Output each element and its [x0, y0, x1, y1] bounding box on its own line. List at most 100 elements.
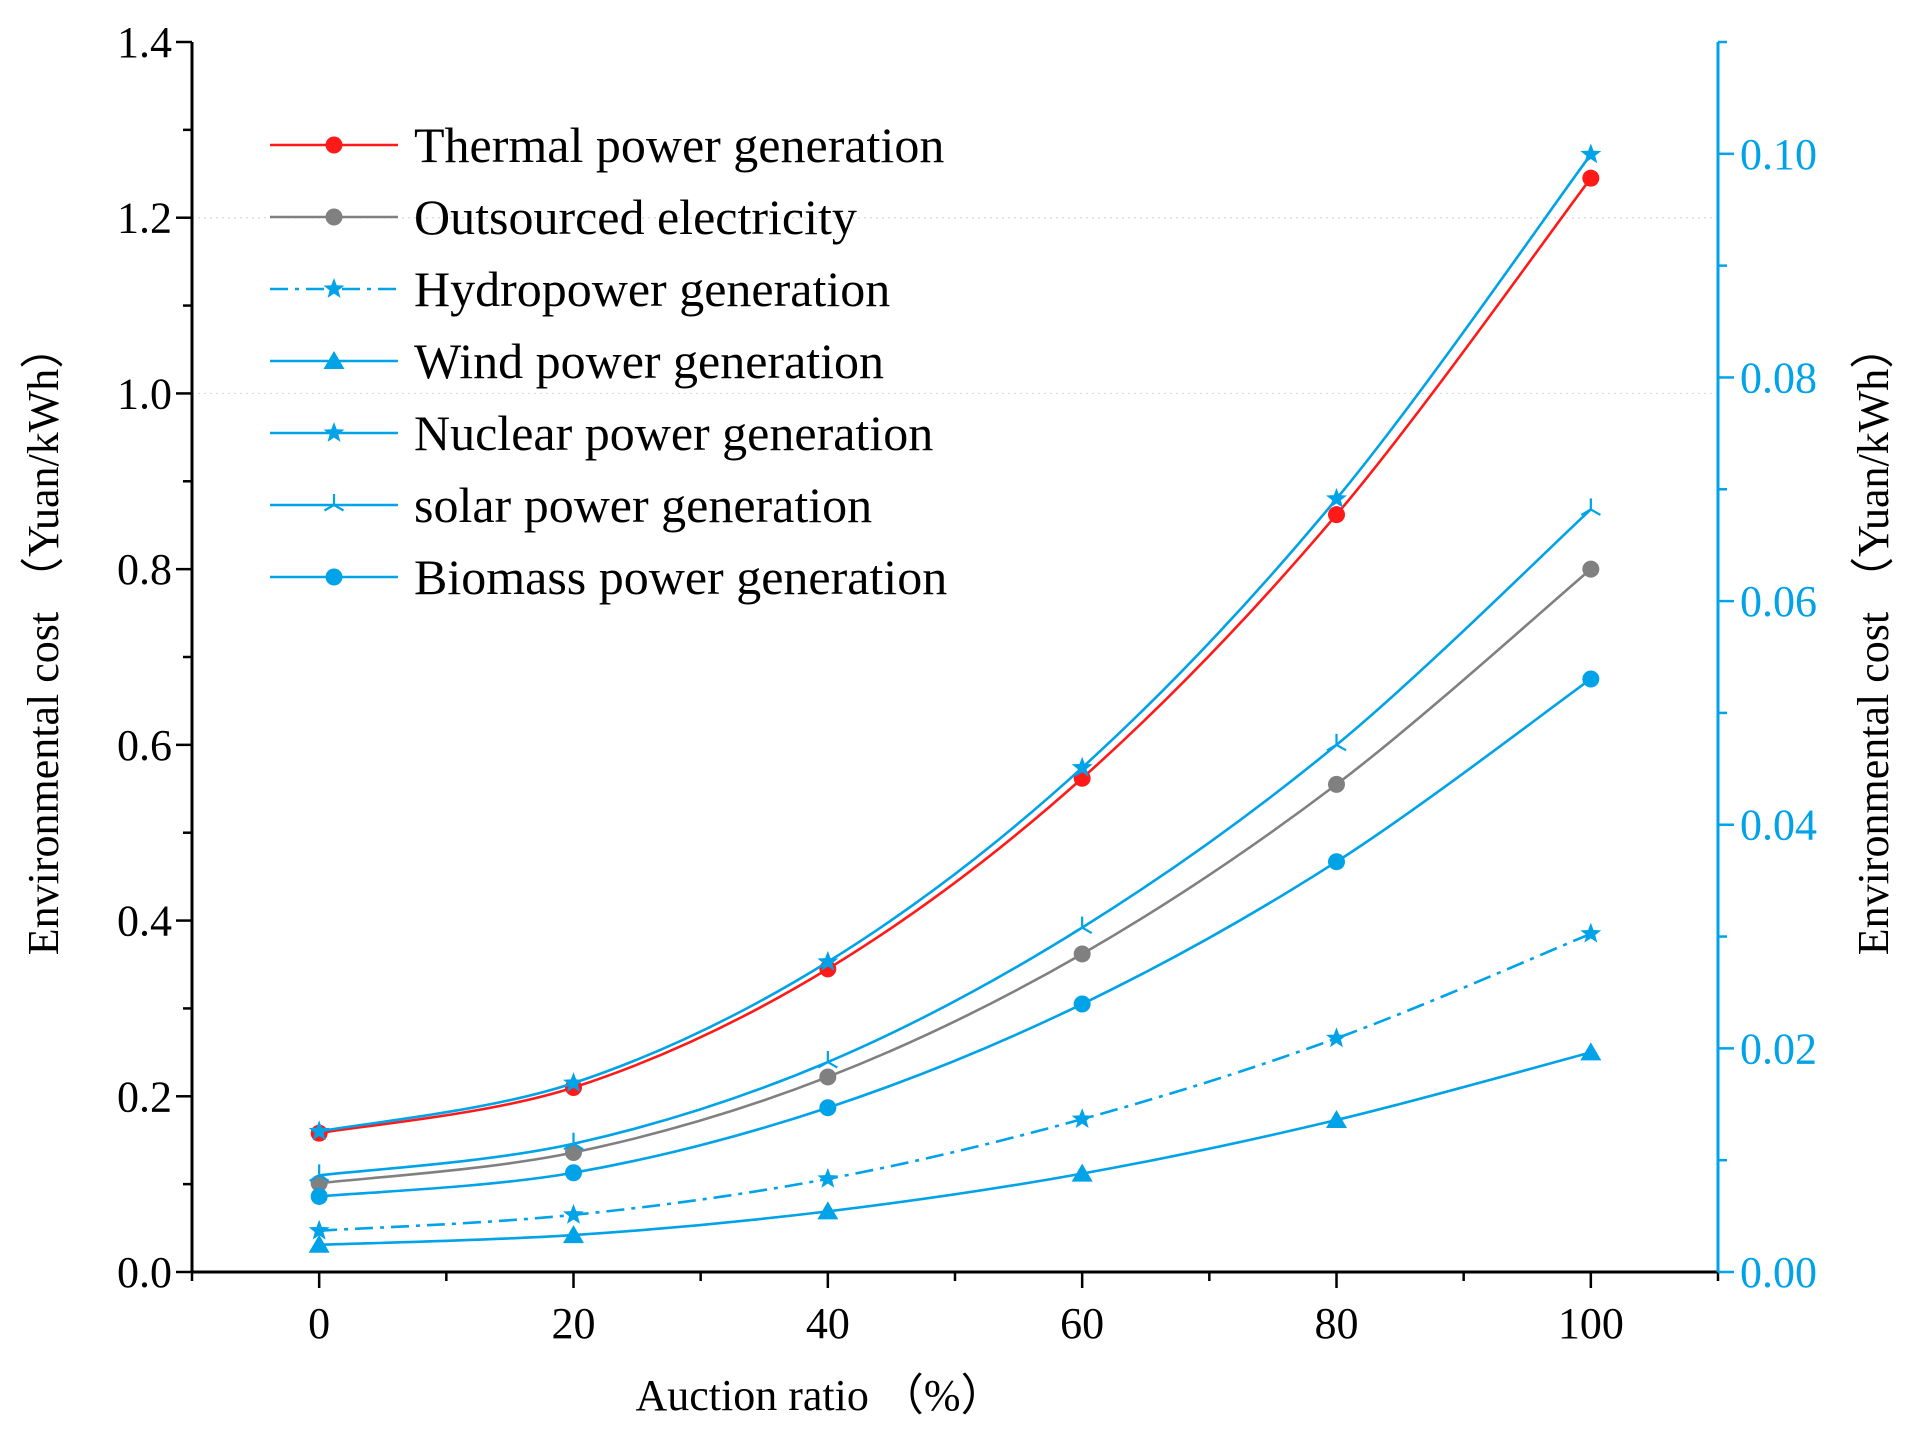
data-point [819, 1068, 837, 1086]
legend-item: Thermal power generation [270, 117, 944, 173]
left-y-axis-title: Environmental cost （Yuan/kWh） [19, 325, 68, 956]
data-point [1326, 733, 1347, 752]
data-point [1326, 487, 1347, 508]
legend-item: Nuclear power generation [270, 405, 933, 461]
legend-label: Thermal power generation [414, 117, 944, 173]
series-solar-power-generation [309, 498, 1601, 1182]
right-y-axis-title: Environmental cost （Yuan/kWh） [1849, 325, 1898, 956]
series-wind-power-generation [308, 1042, 1602, 1253]
x-tick-label: 80 [1315, 1299, 1359, 1348]
legend-marker [325, 136, 343, 154]
legend-marker [325, 208, 343, 226]
data-point [817, 1051, 838, 1069]
data-point [1580, 498, 1601, 516]
left-tick-label: 1.0 [117, 369, 172, 418]
data-point [1073, 945, 1091, 963]
data-point [565, 1164, 582, 1182]
x-axis-title: Auction ratio （%） [635, 1371, 1004, 1420]
series-outsourced-electricity [310, 560, 1600, 1192]
left-tick-label: 1.2 [117, 194, 172, 243]
right-tick-label: 0.02 [1740, 1024, 1817, 1073]
series-biomass-power-generation [310, 670, 1600, 1205]
legend-item: Hydropower generation [270, 261, 890, 317]
tick-labels: 0 20 40 60 80 100 0.0 0.2 0.4 0.6 0.8 1.0 1.2 1.4 0.00… [117, 18, 1817, 1348]
right-tick-label: 0.10 [1740, 130, 1817, 179]
legend-label: Outsourced electricity [414, 189, 857, 245]
left-tick-label: 0.0 [117, 1248, 172, 1297]
data-point [1071, 1163, 1093, 1182]
data-point [817, 950, 839, 971]
data-point [1582, 670, 1600, 688]
left-tick-label: 0.6 [117, 721, 172, 770]
series-line [319, 932, 1592, 1233]
data-point [308, 1234, 330, 1253]
right-tick-label: 0.06 [1740, 577, 1817, 626]
data-point [1326, 1027, 1347, 1048]
series-line [318, 177, 1592, 1135]
legend-label: Hydropower generation [414, 261, 890, 317]
series-hydropower-generation [308, 922, 1602, 1240]
data-point [308, 1219, 330, 1240]
series-nuclear-power-generation [308, 143, 1602, 1141]
legend: Thermal power generation Outsourced elect… [270, 117, 947, 605]
x-tick-label: 0 [308, 1299, 330, 1348]
data-point [563, 1072, 584, 1093]
right-tick-label: 0.00 [1740, 1248, 1817, 1297]
data-point [817, 1201, 839, 1220]
series-line [319, 677, 1592, 1198]
data-point [563, 1132, 584, 1151]
data-point [819, 1099, 837, 1117]
tick-marks [176, 40, 1734, 1288]
gridlines [192, 217, 1718, 395]
right-tick-label: 0.08 [1740, 353, 1817, 402]
legend-item: solar power generation [270, 477, 872, 533]
legend-marker [323, 351, 345, 369]
data-point [1580, 1042, 1602, 1061]
data-point [1328, 853, 1345, 871]
left-tick-label: 1.4 [117, 18, 172, 67]
data-point [308, 1120, 330, 1141]
data-point [1071, 756, 1093, 777]
legend-label: Nuclear power generation [414, 405, 933, 461]
left-tick-label: 0.2 [117, 1072, 172, 1121]
right-tick-label: 0.04 [1740, 801, 1817, 850]
left-tick-label: 0.8 [117, 545, 172, 594]
data-point [1328, 506, 1345, 524]
data-point [563, 1203, 584, 1224]
data-point [1582, 560, 1600, 578]
data-point [1073, 995, 1091, 1013]
x-tick-label: 40 [806, 1299, 850, 1348]
legend-label: Wind power generation [414, 333, 884, 389]
data-point [565, 1144, 582, 1162]
legend-marker [323, 494, 345, 512]
left-tick-label: 0.4 [117, 897, 172, 946]
x-tick-label: 100 [1558, 1299, 1624, 1348]
data-point [1580, 143, 1602, 164]
data-point [563, 1225, 584, 1244]
data-point [309, 1164, 330, 1182]
legend-item: Biomass power generation [270, 549, 947, 605]
data-point [817, 1167, 839, 1188]
data-point [1071, 1108, 1093, 1129]
data-point [1328, 775, 1345, 793]
legend-label: solar power generation [414, 477, 872, 533]
data-point [1582, 169, 1600, 187]
series-line [319, 1051, 1592, 1247]
x-tick-label: 20 [552, 1299, 596, 1348]
data-point [1072, 916, 1093, 935]
data-point [310, 1187, 328, 1205]
series-line [318, 153, 1592, 1133]
legend-item: Outsourced electricity [270, 189, 857, 245]
legend-label: Biomass power generation [414, 549, 947, 605]
legend-item: Wind power generation [270, 333, 884, 389]
data-point [1580, 922, 1602, 943]
series-line [319, 568, 1592, 1185]
x-tick-label: 60 [1060, 1299, 1104, 1348]
legend-marker [323, 422, 345, 442]
data-point [1326, 1110, 1347, 1129]
legend-marker [325, 568, 343, 586]
series-lines [308, 143, 1602, 1253]
series-line [319, 508, 1592, 1177]
legend-marker [323, 278, 345, 298]
